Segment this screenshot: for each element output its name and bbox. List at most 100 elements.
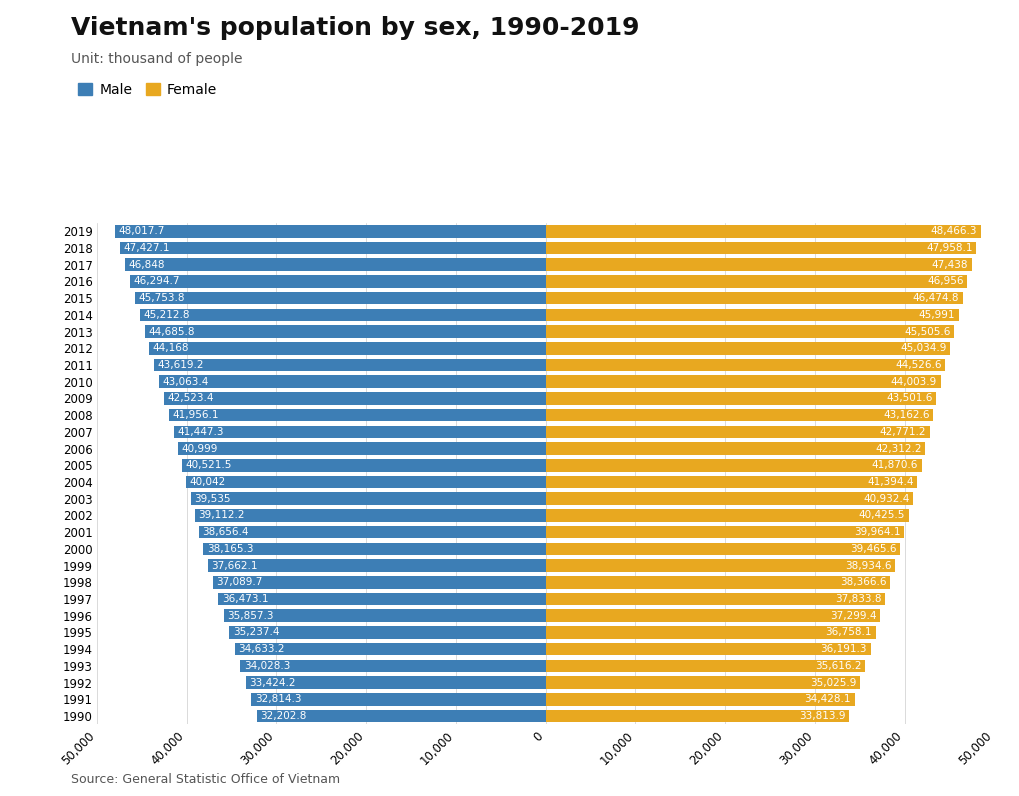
Bar xyxy=(246,677,545,689)
Text: 35,237.4: 35,237.4 xyxy=(232,627,279,638)
Text: 37,299.4: 37,299.4 xyxy=(829,611,876,621)
Text: Vietnam's population by sex, 1990-2019: Vietnam's population by sex, 1990-2019 xyxy=(71,16,639,40)
Bar xyxy=(199,526,545,538)
Bar xyxy=(191,493,545,505)
Bar xyxy=(177,443,545,455)
Text: 39,535: 39,535 xyxy=(195,494,230,504)
Text: 47,438: 47,438 xyxy=(930,259,967,270)
Text: 43,063.4: 43,063.4 xyxy=(163,377,209,387)
Text: 41,956.1: 41,956.1 xyxy=(172,410,219,420)
Text: 40,932.4: 40,932.4 xyxy=(862,494,909,504)
Text: 38,934.6: 38,934.6 xyxy=(845,560,891,571)
Bar xyxy=(169,409,545,421)
Text: 48,017.7: 48,017.7 xyxy=(118,226,164,236)
Text: 43,162.6: 43,162.6 xyxy=(882,410,928,420)
Text: 37,662.1: 37,662.1 xyxy=(211,560,258,571)
Bar xyxy=(545,560,895,572)
Text: 44,526.6: 44,526.6 xyxy=(895,360,941,370)
Text: 40,042: 40,042 xyxy=(190,477,226,487)
Bar xyxy=(545,359,945,371)
Text: 38,366.6: 38,366.6 xyxy=(840,577,886,587)
Text: 36,191.3: 36,191.3 xyxy=(819,644,866,654)
Bar xyxy=(164,392,545,404)
Text: 45,034.9: 45,034.9 xyxy=(899,343,946,353)
Bar xyxy=(135,292,545,304)
Bar xyxy=(545,242,975,254)
Text: 44,168: 44,168 xyxy=(153,343,190,353)
Text: 38,656.4: 38,656.4 xyxy=(202,527,249,537)
Bar xyxy=(545,543,899,555)
Text: Unit: thousand of people: Unit: thousand of people xyxy=(71,52,243,66)
Text: 32,202.8: 32,202.8 xyxy=(260,711,307,721)
Text: 35,616.2: 35,616.2 xyxy=(814,661,861,671)
Text: Source: General Statistic Office of Vietnam: Source: General Statistic Office of Viet… xyxy=(71,774,340,786)
Bar xyxy=(251,693,545,705)
Text: 37,089.7: 37,089.7 xyxy=(216,577,263,587)
Text: 47,958.1: 47,958.1 xyxy=(925,243,972,253)
Text: 45,753.8: 45,753.8 xyxy=(139,293,184,303)
Bar xyxy=(154,359,545,371)
Text: 35,857.3: 35,857.3 xyxy=(227,611,274,621)
Text: 46,474.8: 46,474.8 xyxy=(912,293,958,303)
Text: 42,523.4: 42,523.4 xyxy=(167,393,214,404)
Bar xyxy=(149,342,545,354)
Text: 48,466.3: 48,466.3 xyxy=(929,226,976,236)
Bar xyxy=(545,643,869,655)
Text: 46,294.7: 46,294.7 xyxy=(133,276,180,287)
Text: 40,425.5: 40,425.5 xyxy=(858,510,904,521)
Text: 32,814.3: 32,814.3 xyxy=(255,694,301,704)
Bar xyxy=(145,326,545,338)
Bar xyxy=(545,476,916,488)
Text: 37,833.8: 37,833.8 xyxy=(835,594,880,604)
Text: 35,025.9: 35,025.9 xyxy=(809,677,856,688)
Bar xyxy=(545,526,904,538)
Text: 33,813.9: 33,813.9 xyxy=(798,711,845,721)
Bar xyxy=(545,576,890,588)
Bar xyxy=(181,459,545,471)
Text: 46,848: 46,848 xyxy=(128,259,165,270)
Bar xyxy=(545,275,966,287)
Bar xyxy=(545,292,962,304)
Bar xyxy=(125,259,545,271)
Bar xyxy=(545,309,958,321)
Text: 38,165.3: 38,165.3 xyxy=(207,544,253,554)
Bar xyxy=(545,610,879,622)
Bar xyxy=(240,660,545,672)
Bar xyxy=(545,392,935,404)
Text: 41,870.6: 41,870.6 xyxy=(870,460,917,470)
Text: 43,501.6: 43,501.6 xyxy=(886,393,931,404)
Bar xyxy=(218,593,545,605)
Text: 46,956: 46,956 xyxy=(926,276,963,287)
Bar xyxy=(545,677,859,689)
Text: 36,758.1: 36,758.1 xyxy=(824,627,871,638)
Bar xyxy=(120,242,545,254)
Text: 39,465.6: 39,465.6 xyxy=(849,544,896,554)
Text: 33,424.2: 33,424.2 xyxy=(249,677,296,688)
Bar xyxy=(257,710,545,722)
Bar xyxy=(545,626,874,638)
Bar xyxy=(173,426,545,438)
Text: 44,003.9: 44,003.9 xyxy=(890,377,936,387)
Text: 43,619.2: 43,619.2 xyxy=(158,360,204,370)
Bar xyxy=(140,309,545,321)
Text: 39,112.2: 39,112.2 xyxy=(198,510,245,521)
Text: 34,428.1: 34,428.1 xyxy=(804,694,850,704)
Text: 45,505.6: 45,505.6 xyxy=(903,326,950,337)
Bar xyxy=(545,426,928,438)
Bar xyxy=(545,593,884,605)
Bar xyxy=(545,225,980,237)
Bar xyxy=(114,225,545,237)
Text: 45,991: 45,991 xyxy=(917,310,954,320)
Text: 41,394.4: 41,394.4 xyxy=(866,477,913,487)
Bar xyxy=(186,476,545,488)
Text: 42,771.2: 42,771.2 xyxy=(878,427,925,437)
Text: 34,028.3: 34,028.3 xyxy=(244,661,290,671)
Bar xyxy=(545,710,849,722)
Bar xyxy=(130,275,545,287)
Text: 42,312.2: 42,312.2 xyxy=(874,443,921,454)
Bar xyxy=(223,610,545,622)
Bar xyxy=(545,509,908,521)
Bar xyxy=(545,660,864,672)
Legend: Male, Female: Male, Female xyxy=(78,83,217,96)
Text: 45,212.8: 45,212.8 xyxy=(144,310,190,320)
